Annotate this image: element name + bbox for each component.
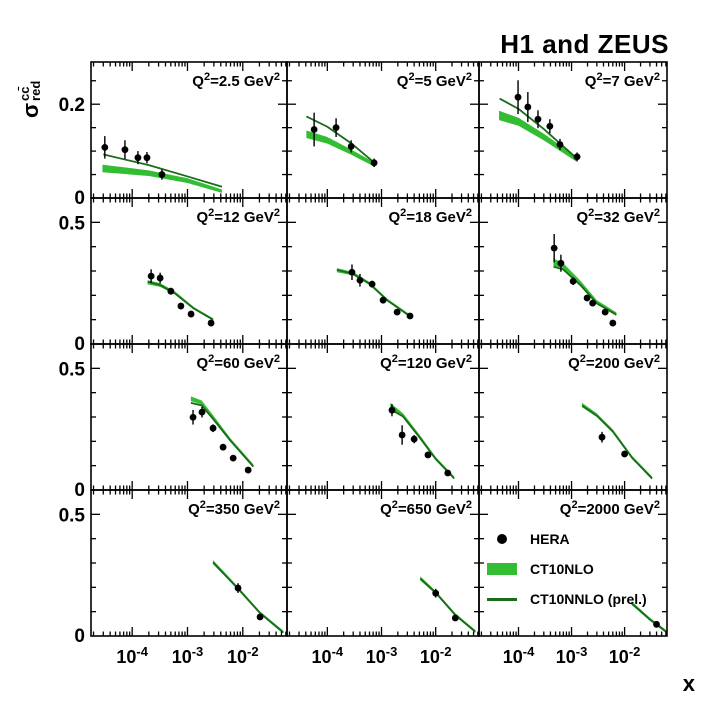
panel-q2-label: Q2=5 GeV2: [397, 71, 472, 90]
y-tick-label: 0.5: [59, 213, 86, 234]
hera-data-points: [147, 269, 215, 327]
ct10nlo-band-icon: [487, 563, 517, 575]
y-axis-label: σ cc̄ red: [17, 80, 44, 118]
panel-q2-120: Q2=120 GeV2: [286, 343, 480, 491]
x-tick-label: 10-4: [312, 644, 344, 667]
panel-q2-12: Q2=12 GeV2 0.5 0: [59, 197, 288, 355]
panel-q2-label: Q2=2000 GeV2: [560, 499, 660, 518]
y-tick-label: 0: [74, 626, 85, 647]
hera-data-points: [234, 583, 264, 621]
panel-q2-label: Q2=18 GeV2: [388, 207, 472, 226]
sigma-symbol: σ: [18, 102, 43, 118]
x-tick-label: 10-3: [366, 644, 398, 667]
ct10nnlo-line-icon: [487, 597, 517, 601]
hera-data-points: [653, 620, 660, 628]
legend-label-ct10nnlo: CT10NNLO (prel.): [530, 591, 647, 607]
panel-q2-label: Q2=650 GeV2: [380, 499, 472, 518]
ct10nlo-band: [102, 164, 222, 193]
axis-ticks: [479, 198, 667, 344]
ct10nnlo-line: [389, 408, 455, 480]
x-axis-label: x: [682, 671, 695, 696]
legend-label-hera: HERA: [530, 531, 570, 547]
panel-q2-60: Q2=60 GeV2 0.5 0: [59, 343, 288, 501]
y-tick-label: 0.5: [59, 359, 86, 380]
legend-marker-cell: [486, 563, 518, 575]
legend-entry-hera: HERA: [486, 524, 647, 554]
ct10nnlo-line: [630, 602, 667, 634]
hera-data-points: [550, 234, 617, 327]
hera-data-points: [388, 404, 452, 477]
ct10nlo-band: [213, 560, 284, 634]
panel-q2-label: Q2=350 GeV2: [188, 499, 280, 518]
ct10nnlo-line: [103, 153, 223, 188]
x-tick-label: 10-4: [116, 644, 148, 667]
x-tick-label: 10-3: [172, 644, 204, 667]
hera-data-points: [310, 112, 378, 168]
panel-q2-650: Q2=650 GeV2 10-4 10-3 10-2: [286, 489, 480, 667]
ct10nlo-band: [499, 110, 578, 163]
y-tick-label: 0: [74, 188, 85, 209]
hera-data-points: [101, 136, 166, 180]
sigma-scripts: cc̄ red: [17, 80, 43, 101]
hera-data-points: [598, 431, 628, 458]
ct10nnlo-line: [147, 280, 214, 321]
hera-data-points: [189, 406, 252, 474]
ct10nnlo-line: [336, 268, 412, 318]
panel-q2-32: Q2=32 GeV2: [478, 197, 668, 345]
x-tick-label: 10-2: [609, 644, 641, 667]
panel-q2-350: Q2=350 GeV2 10-4 10-3 10-2 0.5 0: [59, 489, 288, 667]
x-tick-label: 10-2: [227, 644, 259, 667]
hera-point-icon: [497, 534, 507, 544]
panel-q2-label: Q2=120 GeV2: [380, 353, 472, 372]
axis-ticks: [287, 198, 479, 344]
panel-q2-label: Q2=2.5 GeV2: [192, 71, 280, 90]
panel-q2-label: Q2=7 GeV2: [585, 71, 660, 90]
hera-data-points: [514, 80, 581, 161]
legend-marker-cell: [486, 534, 518, 544]
ct10nlo-band: [306, 130, 376, 168]
panel-q2-label: Q2=60 GeV2: [196, 353, 280, 372]
legend-marker-cell: [486, 597, 518, 601]
ct10nnlo-line: [190, 402, 254, 468]
panel-q2-18: Q2=18 GeV2: [286, 197, 480, 345]
sigma-subscript: red: [28, 80, 43, 101]
ct10nlo-band: [336, 268, 411, 318]
panel-q2-5: Q2=5 GeV2: [286, 61, 480, 199]
ct10nnlo-line: [553, 265, 617, 316]
x-tick-label: 10-4: [503, 644, 535, 667]
panel-q2-200: Q2=200 GeV2: [478, 343, 668, 491]
y-tick-label: 0.2: [59, 95, 85, 116]
legend-entry-ct10nlo: CT10NLO: [486, 554, 647, 584]
ct10nnlo-line: [581, 404, 653, 480]
x-tick-label: 10-2: [420, 644, 452, 667]
panel-q2-label: Q2=200 GeV2: [568, 353, 660, 372]
panel-q2-label: Q2=32 GeV2: [576, 207, 660, 226]
ct10nlo-band: [553, 258, 617, 316]
legend: HERA CT10NLO CT10NNLO (prel.): [486, 524, 647, 614]
y-tick-label: 0.5: [59, 505, 86, 526]
panel-q2-2.5: Q2=2.5 GeV2 0.2 0: [59, 61, 288, 209]
hera-data-points: [348, 264, 414, 320]
panel-q2-label: Q2=12 GeV2: [196, 207, 280, 226]
y-tick-label: 0: [74, 480, 85, 501]
x-tick-label: 10-3: [556, 644, 588, 667]
ct10nnlo-line: [212, 561, 284, 634]
panel-frame: [478, 489, 668, 637]
legend-entry-ct10nnlo: CT10NNLO (prel.): [486, 584, 647, 614]
figure-title: H1 and ZEUS: [500, 29, 669, 59]
legend-label-ct10nlo: CT10NLO: [530, 561, 594, 577]
ct10nnlo-line: [305, 115, 376, 164]
panel-q2-2000: Q2=2000 GeV2 10-4 10-3 10-2: [478, 489, 668, 667]
y-tick-label: 0: [74, 334, 85, 355]
ct10nnlo-line: [419, 577, 476, 633]
panel-q2-7: Q2=7 GeV2: [478, 61, 668, 199]
hera-data-points: [432, 588, 459, 622]
